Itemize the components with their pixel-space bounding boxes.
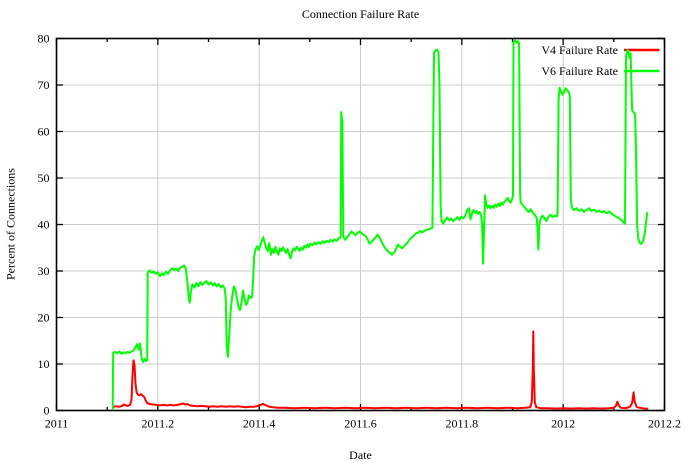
x-tick-label: 2011.8: [446, 417, 479, 431]
y-tick-label: 30: [38, 264, 50, 278]
y-tick-label: 20: [38, 311, 50, 325]
series-line-v6: [111, 39, 649, 411]
y-tick-label: 70: [38, 78, 50, 92]
tick-labels: 2011 2011.2 2011.4 2011.6 2011.8 2012 2012.2 0 1…: [38, 32, 682, 431]
x-tick-label: 2011.6: [344, 417, 377, 431]
legend-entry-label-v4: V4 Failure Rate: [541, 43, 618, 57]
chart-title: Connection Failure Rate: [301, 7, 420, 21]
x-tick-label: 2011.2: [142, 417, 175, 431]
plot-border: [55, 37, 666, 412]
x-tick-label: 2012: [551, 417, 575, 431]
y-tick-label: 50: [38, 171, 50, 185]
y-tick-label: 80: [38, 32, 50, 46]
y-tick-label: 10: [38, 357, 50, 371]
legend-entry-label-v6: V6 Failure Rate: [541, 64, 618, 78]
y-axis-label: Percent of Connections: [3, 168, 18, 280]
series-line-v4: [112, 330, 649, 410]
x-axis-label: Date: [349, 448, 372, 462]
y-tick-label: 40: [38, 218, 50, 232]
y-tick-label: 0: [44, 404, 50, 418]
x-tick-label: 2011.4: [243, 417, 276, 431]
x-tick-label: 2012.2: [648, 417, 681, 431]
x-tick-label: 2011: [45, 417, 69, 431]
y-tick-label: 60: [38, 125, 50, 139]
